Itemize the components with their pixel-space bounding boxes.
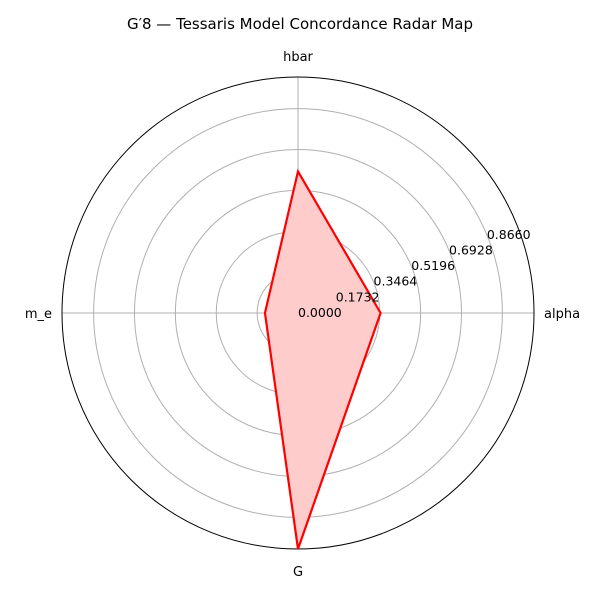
r-tick-label: 0.3464 [374, 274, 418, 289]
r-tick-label: 0.5196 [411, 258, 455, 273]
r-tick-label: 0.1732 [336, 289, 380, 304]
axis-label-alpha: alpha [544, 307, 580, 322]
r-tick-label: 0.6928 [449, 242, 493, 257]
chart-title: G′8 — Tessaris Model Concordance Radar M… [127, 15, 473, 33]
series-fill [264, 171, 381, 549]
r-tick-label: 0.0000 [298, 305, 342, 320]
axis-label-G: G [293, 565, 303, 580]
r-tick-label: 0.8660 [487, 227, 531, 242]
axis-label-m_e: m_e [25, 307, 52, 322]
axis-label-hbar: hbar [283, 50, 313, 65]
series-layer [263, 168, 382, 550]
